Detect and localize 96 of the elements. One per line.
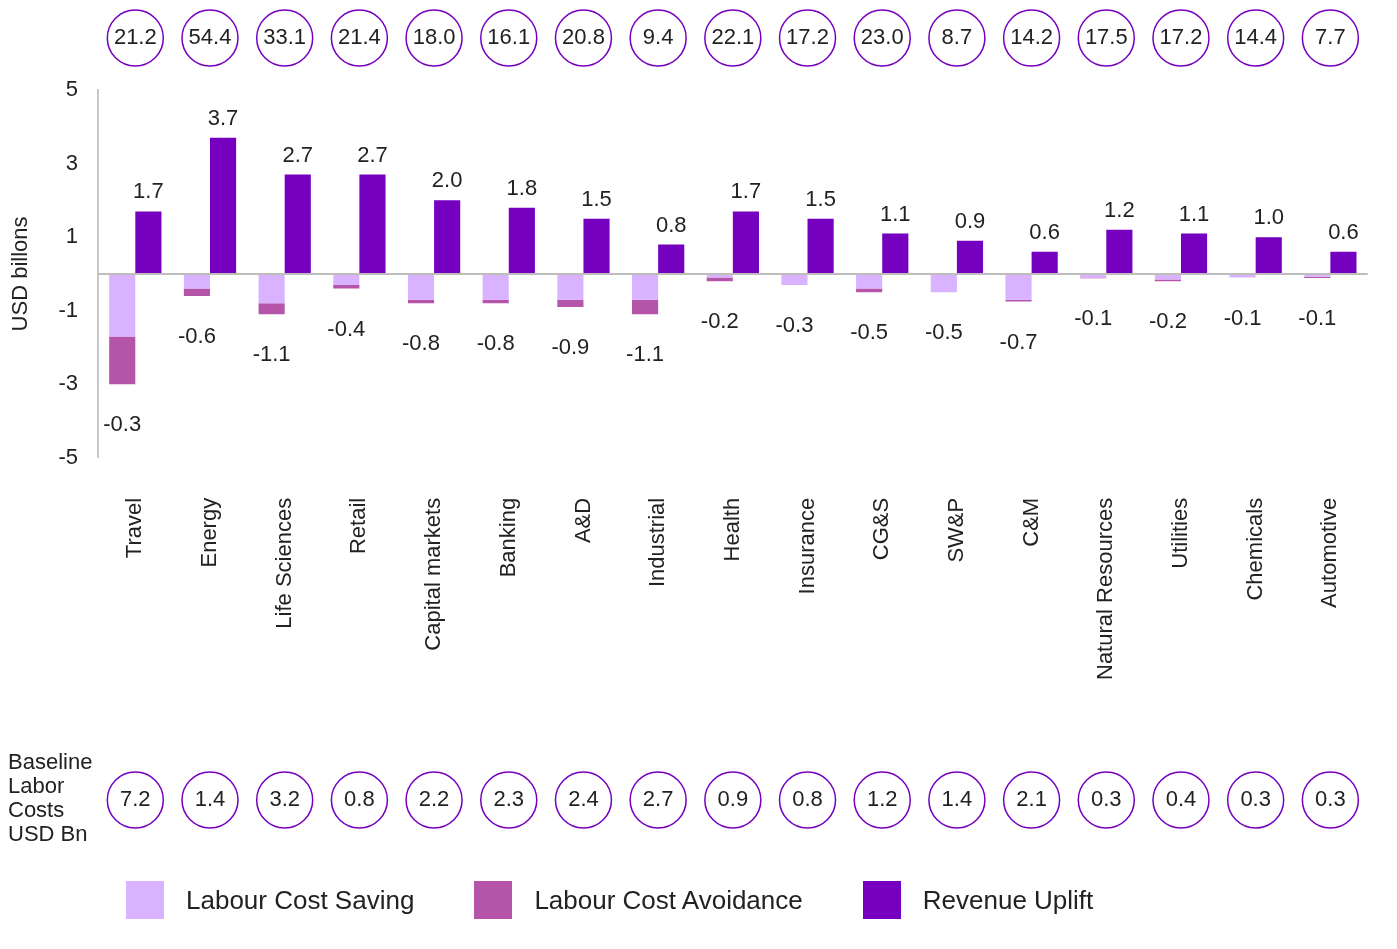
data-label: 2.7: [282, 141, 314, 167]
data-label: 1.5: [581, 185, 612, 211]
annotation: -0.6: [177, 323, 216, 349]
text: Baseline Labor Costs USD Bn: [8, 749, 93, 847]
text: 0.8: [344, 786, 375, 812]
text: 0.3: [1315, 786, 1346, 812]
text: 17.2: [786, 24, 829, 50]
text: 2.3: [493, 786, 525, 812]
annotation: -0.3: [775, 312, 814, 337]
text: 7.7: [1315, 24, 1346, 50]
x-tick-label: Natural Resources: [1092, 497, 1118, 680]
data-label: 2.7: [357, 141, 388, 167]
data-label: 0.6: [1029, 218, 1060, 244]
legend-label: Revenue Uplift: [922, 884, 1094, 916]
y-tick-label: 5: [65, 76, 78, 102]
annotation: -0.5: [850, 319, 889, 345]
text: 3.2: [269, 786, 300, 812]
annotation: -0.3: [103, 411, 142, 437]
text: 0.8: [792, 786, 823, 812]
text: 18.0: [412, 24, 456, 50]
data-label: 1.5: [805, 185, 836, 211]
text: 14.2: [1010, 24, 1054, 50]
data-label: 1.2: [1104, 196, 1135, 222]
x-tick-label: A&D: [569, 497, 595, 544]
data-label: 0.6: [1328, 218, 1359, 244]
data-label: 1.7: [133, 178, 164, 204]
annotation: -0.9: [551, 334, 590, 360]
annotation: -0.7: [999, 328, 1038, 354]
x-tick-label: Health: [718, 497, 744, 562]
x-tick-label: C&M: [1017, 497, 1043, 547]
text: 0.4: [1165, 786, 1197, 812]
data-label: 1.0: [1253, 204, 1285, 230]
annotation: -1.1: [252, 341, 291, 367]
x-tick-label: Insurance: [793, 497, 819, 595]
text: 7.2: [120, 786, 151, 812]
x-tick-label: Capital markets: [420, 497, 446, 651]
y-axis-title: USD billons: [7, 216, 33, 332]
data-label: 2.0: [431, 167, 463, 193]
x-tick-label: CG&S: [868, 497, 894, 561]
annotation: -0.1: [1298, 305, 1337, 331]
x-tick-label: SW&P: [942, 497, 968, 563]
text: 2.2: [418, 786, 450, 812]
text: 20.8: [562, 24, 605, 50]
annotation: -0.8: [402, 330, 440, 356]
annotation: -0.2: [1148, 308, 1187, 334]
x-tick-label: Travel: [121, 497, 147, 559]
text: 0.3: [1240, 786, 1271, 812]
text: 1.4: [194, 786, 226, 812]
text: 2.4: [568, 786, 599, 812]
y-tick-label: 3: [65, 149, 78, 175]
text: 33.1: [263, 24, 307, 50]
text: 0.3: [1090, 786, 1122, 812]
data-label: 3.7: [207, 104, 239, 130]
x-tick-label: Utilities: [1167, 497, 1193, 569]
text: 1.4: [941, 786, 973, 812]
data-label: 1.8: [506, 174, 538, 200]
annotation: -0.8: [476, 330, 515, 356]
legend-label: Labour Cost Avoidance: [534, 884, 803, 916]
text: 17.5: [1084, 24, 1128, 50]
annotation: -0.1: [1223, 304, 1262, 330]
text: 8.7: [941, 24, 973, 50]
text: 14.4: [1234, 24, 1278, 50]
legend-label: Labour Cost Saving: [186, 884, 415, 916]
text: 0.9: [717, 786, 749, 812]
text: 2.1: [1016, 786, 1047, 812]
data-label: 1.7: [730, 178, 762, 204]
data-label: 1.1: [879, 200, 911, 226]
text: 1.2: [866, 786, 898, 812]
x-tick-label: Automotive: [1316, 497, 1342, 608]
text: 9.4: [642, 24, 674, 50]
y-tick-label: -5: [58, 443, 78, 469]
data-label: 0.9: [954, 207, 986, 233]
text: 17.2: [1159, 24, 1203, 50]
annotation: -0.2: [700, 308, 739, 334]
text: 23.0: [860, 24, 904, 50]
x-tick-label: Retail: [345, 497, 371, 555]
x-tick-label: Banking: [494, 497, 520, 578]
data-label: 0.8: [655, 211, 687, 237]
text: 21.4: [337, 24, 381, 50]
text: 22.1: [711, 24, 755, 50]
x-tick-label: Energy: [196, 497, 222, 568]
y-tick-label: 1: [65, 223, 78, 249]
x-tick-label: Chemicals: [1241, 497, 1267, 601]
annotation: -0.4: [327, 315, 366, 341]
annotation: -1.1: [626, 341, 665, 367]
text: 16.1: [487, 24, 531, 50]
y-tick-label: -1: [58, 296, 78, 322]
y-tick-label: -3: [58, 370, 78, 396]
annotation: -0.1: [1074, 305, 1113, 331]
text: 21.2: [113, 24, 157, 50]
x-tick-label: Life Sciences: [270, 497, 296, 629]
data-label: 1.1: [1178, 200, 1210, 226]
x-tick-label: Industrial: [644, 497, 670, 588]
annotation: -0.5: [924, 319, 963, 345]
text: 2.7: [642, 786, 674, 812]
text: 54.4: [188, 24, 232, 50]
